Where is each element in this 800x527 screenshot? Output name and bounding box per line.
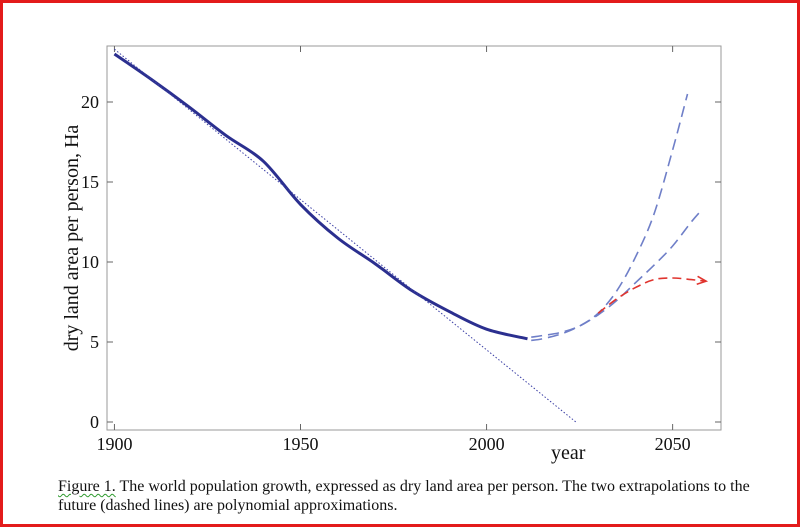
line-chart: 1900 1950 2000 2050 0 5 10 15 20 dry land area p… [61, 45, 722, 464]
caption-text: The world population growth, expressed a… [58, 478, 750, 514]
y-tick-label: 15 [81, 172, 99, 192]
y-axis-label: dry land area per person, Ha [61, 125, 83, 352]
y-tick-label: 20 [81, 92, 99, 112]
y-tick-label: 0 [90, 412, 99, 432]
figure-caption: Figure 1. The world population growth, e… [58, 477, 758, 515]
x-tick-label: 2050 [655, 434, 691, 454]
series-line-red-extrapolation [597, 277, 707, 314]
plot-area [106, 45, 722, 431]
x-axis-label: year [551, 442, 586, 464]
y-tick-label: 5 [90, 332, 99, 352]
x-tick-label: 2000 [469, 434, 505, 454]
series-line-extrapolation-2 [531, 93, 689, 342]
x-tick-label: 1950 [283, 434, 319, 454]
series-line-observed [113, 52, 528, 341]
y-tick-label: 10 [81, 252, 99, 272]
series-line-extrapolation-3 [531, 208, 703, 338]
series-line-linear-trend [114, 48, 577, 423]
caption-label: Figure 1. [58, 478, 116, 495]
x-tick-label: 1900 [96, 434, 132, 454]
arrow-head-icon [696, 275, 709, 285]
